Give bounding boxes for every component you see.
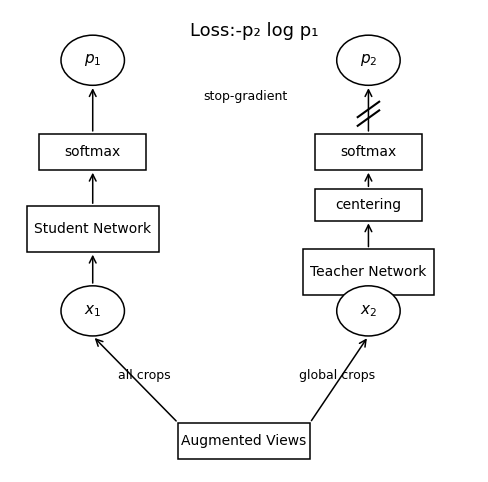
Text: $p_1$: $p_1$ bbox=[84, 52, 102, 68]
Text: Loss:-p₂ log p₁: Loss:-p₂ log p₁ bbox=[189, 22, 318, 40]
Text: stop-gradient: stop-gradient bbox=[203, 90, 288, 103]
Text: $p_2$: $p_2$ bbox=[360, 52, 377, 68]
Text: all crops: all crops bbox=[118, 369, 170, 382]
Ellipse shape bbox=[337, 35, 400, 85]
Text: $x_1$: $x_1$ bbox=[84, 303, 102, 319]
FancyBboxPatch shape bbox=[178, 423, 310, 459]
FancyBboxPatch shape bbox=[39, 134, 146, 170]
Text: Augmented Views: Augmented Views bbox=[182, 434, 306, 448]
Text: softmax: softmax bbox=[64, 145, 121, 159]
Text: $x_2$: $x_2$ bbox=[360, 303, 377, 319]
FancyBboxPatch shape bbox=[315, 134, 422, 170]
Ellipse shape bbox=[61, 286, 124, 336]
Text: global crops: global crops bbox=[299, 369, 375, 382]
FancyBboxPatch shape bbox=[303, 250, 434, 295]
FancyBboxPatch shape bbox=[27, 206, 159, 252]
Text: centering: centering bbox=[335, 198, 402, 212]
Ellipse shape bbox=[61, 35, 124, 85]
Ellipse shape bbox=[337, 286, 400, 336]
Text: Student Network: Student Network bbox=[34, 222, 151, 236]
Text: Teacher Network: Teacher Network bbox=[310, 265, 427, 280]
FancyBboxPatch shape bbox=[315, 189, 422, 221]
Text: softmax: softmax bbox=[340, 145, 397, 159]
